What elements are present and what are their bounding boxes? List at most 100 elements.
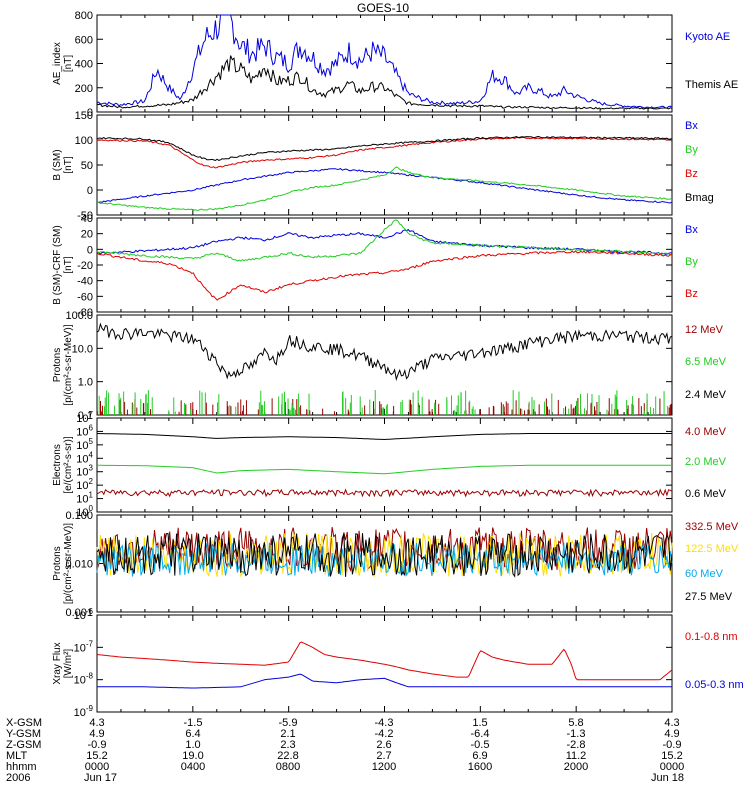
- y-tick-label: 0.100: [65, 510, 93, 522]
- y-tick-label: 0.1: [78, 410, 93, 422]
- footer-cell: -2.8: [567, 739, 586, 751]
- footer-cell: -4.2: [375, 728, 394, 740]
- footer-cell: Jun 18: [651, 772, 684, 784]
- panel-bdiff: -80 -60 -40 -20 0 20 40 B (SM)-CRF (SM) [nT] Bx By…: [52, 213, 698, 319]
- series-bmag-line: [96, 135, 673, 162]
- legend-label: 0.05-0.3 nm: [685, 679, 744, 691]
- y-axis-label: [nT]: [63, 55, 74, 72]
- y-tick-label: 0: [87, 185, 93, 197]
- legend-label: 2.4 MeV: [685, 389, 727, 401]
- legend-label: Themis AE: [685, 79, 738, 91]
- legend-label: Bx: [685, 120, 698, 132]
- footer-cell: 0400: [181, 761, 205, 773]
- series-0-6-mev-line: [97, 433, 672, 441]
- y-tick-label: 10.0: [72, 343, 93, 355]
- y-axis-label: [p/(cm²-s-sr-MeV)]: [63, 324, 74, 405]
- y-tick-label: -50: [77, 210, 93, 222]
- series-bz-line: [96, 250, 673, 301]
- y-tick-label: 0.010: [65, 559, 93, 571]
- footer-cell: 15.2: [661, 750, 682, 762]
- legend-label: 122.5 MeV: [685, 543, 739, 555]
- footer-row-label: hhmm: [6, 761, 37, 773]
- legend-label: 2.0 MeV: [685, 456, 727, 468]
- legend-label: 60 MeV: [685, 568, 724, 580]
- y-tick-label: 400: [75, 59, 93, 71]
- footer-cell: -1.3: [567, 728, 586, 740]
- footer-cell: 19.0: [182, 750, 203, 762]
- legend-label: 0.6 MeV: [685, 488, 727, 500]
- orbit-footer: X-GSMY-GSMZ-GSMMLThhmm20064.34.9-0.915.2…: [6, 717, 684, 784]
- y-tick-label: -20: [77, 260, 93, 272]
- footer-cell: Jun 17: [84, 772, 117, 784]
- panel-frame: [96, 614, 673, 713]
- series-bx-line: [96, 168, 673, 204]
- y-axis-label: [nT]: [63, 256, 74, 273]
- footer-cell: 4.9: [89, 728, 104, 740]
- y-tick-label: 10-6: [74, 607, 94, 622]
- panel-frame: [96, 217, 673, 313]
- legend-label: By: [685, 256, 698, 268]
- footer-cell: 1200: [372, 761, 396, 773]
- footer-cell: 11.2: [566, 750, 587, 762]
- panel-frame: [96, 114, 673, 216]
- footer-cell: 1.5: [472, 717, 487, 729]
- footer-cell: -1.5: [184, 717, 203, 729]
- y-tick-label: 50: [81, 160, 93, 172]
- y-axis-label: [W/m²]: [63, 649, 74, 679]
- footer-cell: 2.7: [376, 750, 391, 762]
- footer-cell: -0.5: [471, 739, 490, 751]
- y-tick-label: 20: [81, 229, 93, 241]
- footer-cell: 0000: [85, 761, 109, 773]
- y-axis-label: Protons: [52, 348, 63, 382]
- y-tick-label: 100: [75, 135, 93, 147]
- y-tick-label: 0: [87, 244, 93, 256]
- footer-cell: 0000: [660, 761, 684, 773]
- y-tick-label: 1.0: [78, 377, 93, 389]
- series-bz-line: [96, 136, 673, 169]
- series-4-0-mev-line: [96, 488, 673, 498]
- footer-cell: 0800: [276, 761, 300, 773]
- panel-protons_hi: 0.1 1.0 10.0 100.0 Protons [p/(cm²-s-sr-MeV)]…: [52, 310, 727, 422]
- y-axis-label: [p/(cm²-s-sr-MeV)]: [63, 523, 74, 604]
- y-tick-label: 150: [75, 110, 93, 122]
- legend-label: By: [685, 144, 698, 156]
- series-0-1-0-8-nm-line: [96, 641, 673, 681]
- footer-cell: -0.9: [88, 739, 107, 751]
- footer-cell: 1.0: [185, 739, 200, 751]
- footer-cell: 2.3: [280, 739, 295, 751]
- y-tick-label: 800: [75, 10, 93, 22]
- footer-cell: -0.9: [663, 739, 682, 751]
- footer-cell: 6.4: [185, 728, 200, 740]
- footer-row-label: 2006: [6, 772, 30, 784]
- series-by-line: [96, 219, 672, 262]
- legend-label: 12 MeV: [685, 324, 724, 336]
- y-tick-label: 100.0: [65, 310, 93, 322]
- footer-cell: 2.1: [280, 728, 295, 740]
- series-kyoto-ae-line: [96, 14, 673, 109]
- series-by-line: [96, 166, 673, 211]
- footer-row-label: Z-GSM: [6, 739, 41, 751]
- y-axis-label: AE_index: [52, 42, 63, 85]
- chart-title: GOES-10: [357, 1, 409, 15]
- footer-cell: 15.2: [86, 750, 107, 762]
- legend-label: 27.5 MeV: [685, 591, 733, 603]
- series-2-0-mev-line: [97, 464, 672, 475]
- footer-row-label: MLT: [6, 750, 27, 762]
- legend-label: 6.5 MeV: [685, 356, 727, 368]
- panel-ae: 0 200 400 600 800 AE_index [nT] Kyoto AE Themis …: [52, 10, 738, 119]
- legend-label: 332.5 MeV: [685, 521, 739, 533]
- y-axis-label: Protons: [52, 546, 63, 580]
- legend-label: Bmag: [685, 192, 714, 204]
- footer-cell: 4.9: [664, 728, 679, 740]
- footer-cell: -6.4: [471, 728, 490, 740]
- legend-label: Bz: [685, 168, 698, 180]
- footer-cell: 2.6: [376, 739, 391, 751]
- footer-cell: -4.3: [375, 717, 394, 729]
- footer-cell: -5.9: [279, 717, 298, 729]
- footer-row-label: X-GSM: [6, 717, 42, 729]
- footer-cell: 2000: [564, 761, 588, 773]
- footer-cell: 4.3: [664, 717, 679, 729]
- y-tick-label: 200: [75, 83, 93, 95]
